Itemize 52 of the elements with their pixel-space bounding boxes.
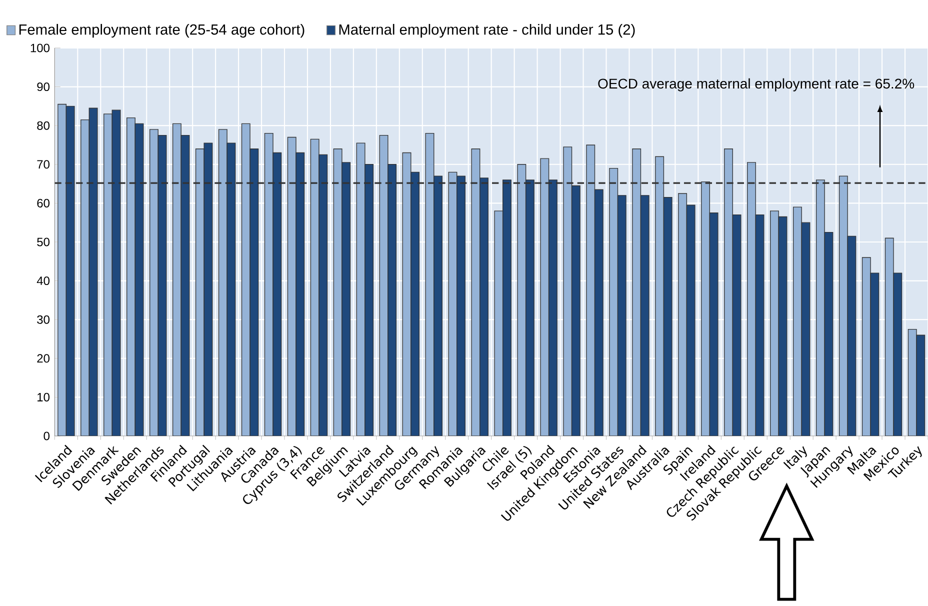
bar [494,210,504,436]
bar [241,123,250,436]
bar [425,133,434,436]
bar [838,176,848,436]
bar [747,162,756,436]
bar [356,142,366,436]
bar [586,144,596,436]
legend-label: Female employment rate (25-54 age cohort) [19,24,304,38]
bar [402,152,412,436]
y-tick-label: 0 [44,432,50,440]
bar [58,104,66,436]
bar [770,210,779,436]
bar [333,148,342,436]
y-tick-label: 90 [37,82,50,92]
bar [471,148,480,436]
bar [816,180,825,436]
bar [517,164,526,436]
bar [379,134,388,436]
annotation: OECD average maternal employment rate = 65.2% [598,78,914,92]
bar [218,129,228,436]
legend-label: Maternal employment rate - child under 15 (2) [339,24,635,38]
bar [862,257,871,436]
bar [104,114,112,436]
bar [632,148,642,436]
bar [195,148,204,436]
bar [310,138,320,436]
bar [701,182,710,436]
bar [724,148,733,436]
y-tick-label: 30 [37,315,50,324]
y-tick-label: 80 [37,121,50,130]
bar [678,193,688,436]
bar [655,156,664,436]
y-tick-label: 50 [37,238,50,246]
bar [126,118,136,436]
bar [287,136,296,436]
bar [792,206,802,436]
bar [563,146,572,436]
bar [540,158,550,436]
y-tick-label: 20 [37,354,50,363]
y-tick-label: 60 [37,198,50,208]
bar [149,129,158,436]
bar [609,168,618,436]
y-tick-label: 100 [30,44,50,52]
bar [908,328,917,436]
y-tick-label: 70 [37,160,50,169]
bar [172,123,182,436]
y-tick-label: 40 [36,276,50,286]
bar [80,119,90,436]
bar [264,133,274,436]
y-tick-label: 10 [38,392,50,402]
bar [448,172,458,436]
bar [884,238,894,436]
